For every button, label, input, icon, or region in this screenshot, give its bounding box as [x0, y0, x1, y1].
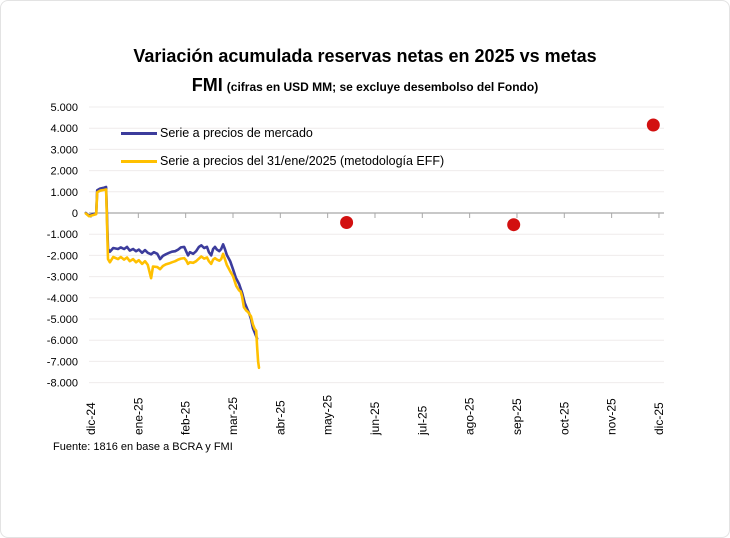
x-tick-label: ago-25	[463, 397, 477, 435]
legend-item-eff: Serie a precios del 31/ene/2025 (metodol…	[121, 147, 444, 175]
chart-title-line2: FMI (cifras en USD MM; se excluye desembo…	[1, 75, 729, 96]
x-tick-label: sep-25	[510, 398, 524, 435]
y-tick-label: 0	[72, 208, 78, 220]
legend-label-mercado: Serie a precios de mercado	[160, 126, 313, 140]
x-tick-label: mar-25	[226, 397, 240, 435]
chart-subtitle: (cifras en USD MM; se excluye desembolso…	[226, 80, 539, 94]
x-axis	[89, 212, 664, 218]
x-tick-label: jun-25	[368, 401, 382, 436]
x-tick-label: oct-25	[557, 401, 571, 435]
legend-item-mercado: Serie a precios de mercado	[121, 119, 444, 147]
y-tick-label: -4.000	[47, 293, 78, 305]
fmi-targets	[340, 118, 660, 232]
y-tick-label: 5.000	[50, 102, 78, 114]
fmi-target-dot	[507, 218, 521, 232]
fmi-target-dot	[646, 118, 660, 132]
x-tick-label: dic-24	[84, 402, 98, 435]
x-tick-label: jul-25	[415, 405, 429, 436]
y-tick-label: -3.000	[47, 272, 78, 284]
y-tick-label: 2.000	[50, 166, 78, 178]
x-tick-label: abr-25	[273, 400, 287, 435]
x-axis-labels: dic-24 ene-25 feb-25 mar-25 abr-25 may-25 jun-…	[84, 395, 666, 436]
chart-title-fmi: FMI	[191, 75, 223, 95]
legend-swatch-mercado	[121, 131, 157, 135]
y-axis-labels: 5.000 4.000 3.000 2.000 1.000 0 -1.000 -2.000 -3…	[47, 102, 78, 390]
y-tick-label: 4.000	[50, 123, 78, 135]
chart-title-line1: Variación acumulada reservas netas en 20…	[133, 46, 597, 66]
y-tick-label: -7.000	[47, 356, 78, 368]
chart-legend: Serie a precios de mercado Serie a preci…	[121, 119, 444, 175]
y-tick-label: -2.000	[47, 250, 78, 262]
legend-label-eff: Serie a precios del 31/ene/2025 (metodol…	[160, 154, 445, 168]
x-tick-label: nov-25	[605, 398, 619, 435]
y-tick-label: -8.000	[47, 378, 78, 390]
x-tick-label: feb-25	[179, 401, 193, 435]
x-tick-label: dic-25	[652, 402, 666, 435]
y-tick-label: -1.000	[47, 229, 78, 241]
y-gridlines	[89, 106, 664, 384]
fmi-target-dot	[340, 216, 354, 229]
series-line-mercado	[84, 185, 259, 340]
chart-title: Variación acumulada reservas netas en 20…	[1, 45, 729, 96]
y-tick-label: 3.000	[50, 144, 78, 156]
source-note: Fuente: 1816 en base a BCRA y FMI	[53, 441, 233, 453]
x-tick-label: may-25	[321, 395, 335, 435]
y-tick-label: -6.000	[47, 335, 78, 347]
y-tick-label: 1.000	[50, 187, 78, 199]
x-tick-label: ene-25	[131, 397, 145, 435]
series-line-eff	[84, 188, 261, 370]
legend-swatch-eff	[121, 159, 157, 163]
y-tick-label: -5.000	[47, 314, 78, 326]
